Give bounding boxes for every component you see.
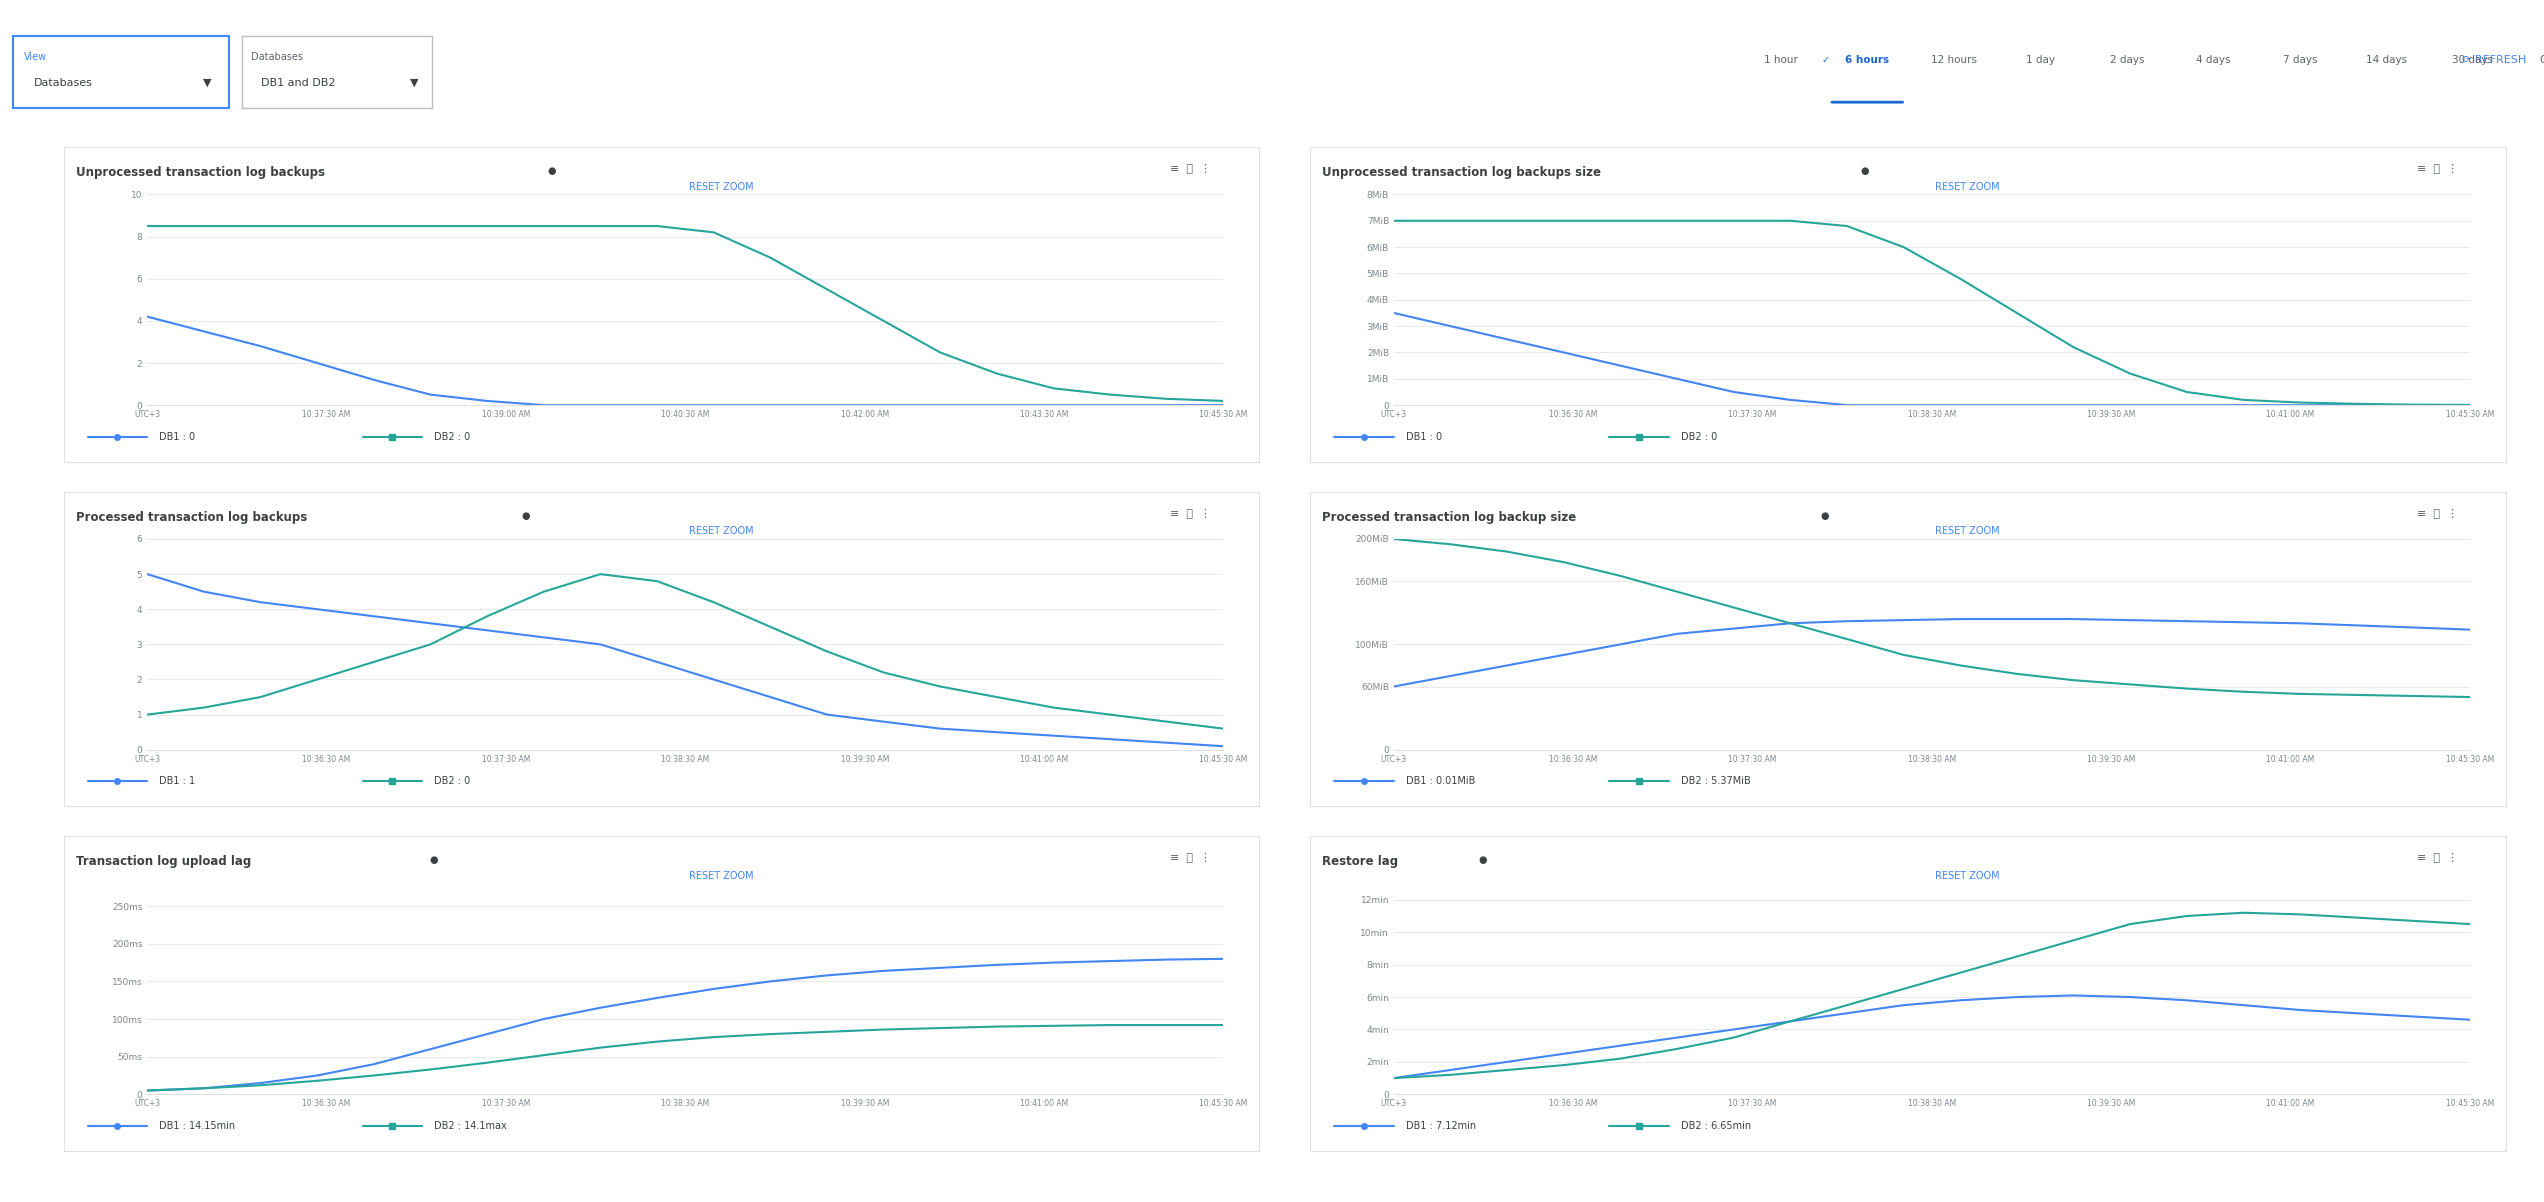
Text: DB2 : 0: DB2 : 0 — [435, 432, 471, 441]
Text: Processed transaction log backups: Processed transaction log backups — [76, 511, 308, 524]
Text: 4 days: 4 days — [2195, 55, 2231, 65]
Text: Unprocessed transaction log backups size: Unprocessed transaction log backups size — [1323, 166, 1600, 179]
Text: ●: ● — [547, 166, 557, 177]
Text: Transaction log upload lag: Transaction log upload lag — [76, 856, 252, 868]
Text: 14 days: 14 days — [2366, 55, 2407, 65]
Text: 2 days: 2 days — [2109, 55, 2145, 65]
Text: RESET ZOOM: RESET ZOOM — [689, 182, 753, 192]
Text: DB2 : 5.37MiB: DB2 : 5.37MiB — [1682, 776, 1750, 786]
Text: ▼: ▼ — [410, 78, 417, 88]
Text: DB2 : 0: DB2 : 0 — [1682, 432, 1717, 441]
Text: ▼: ▼ — [204, 78, 211, 88]
Text: DB1 : 14.15min: DB1 : 14.15min — [160, 1120, 237, 1131]
Text: RESET ZOOM: RESET ZOOM — [1936, 182, 2000, 192]
Text: 30 days: 30 days — [2452, 55, 2493, 65]
Text: ≡  ⤴  ⋮: ≡ ⤴ ⋮ — [1170, 852, 1211, 862]
Text: Processed transaction log backup size: Processed transaction log backup size — [1323, 511, 1577, 524]
Text: DB1 : 7.12min: DB1 : 7.12min — [1407, 1120, 1476, 1131]
Text: ⟳ REFRESH: ⟳ REFRESH — [2463, 55, 2526, 65]
Text: ≡  ⤴  ⋮: ≡ ⤴ ⋮ — [2417, 507, 2458, 518]
Text: RESET ZOOM: RESET ZOOM — [689, 526, 753, 536]
Text: DB2 : 6.65min: DB2 : 6.65min — [1682, 1120, 1750, 1131]
Text: Unprocessed transaction log backups: Unprocessed transaction log backups — [76, 166, 326, 179]
Text: DB1 : 1: DB1 : 1 — [160, 776, 196, 786]
Text: DB1 : 0.01MiB: DB1 : 0.01MiB — [1407, 776, 1476, 786]
Text: RESET ZOOM: RESET ZOOM — [1936, 871, 2000, 881]
Text: 12 hours: 12 hours — [1931, 55, 1977, 65]
Text: ✓: ✓ — [1822, 55, 1829, 65]
Text: Databases: Databases — [252, 52, 303, 63]
Text: RESET ZOOM: RESET ZOOM — [1936, 526, 2000, 536]
Text: DB2 : 0: DB2 : 0 — [435, 776, 471, 786]
Text: Custom: Custom — [2539, 55, 2544, 65]
Text: ●: ● — [1860, 166, 1870, 177]
Text: Databases: Databases — [36, 78, 94, 88]
Text: View: View — [23, 52, 46, 63]
Text: DB1 : 0: DB1 : 0 — [160, 432, 196, 441]
Text: ≡  ⤴  ⋮: ≡ ⤴ ⋮ — [1170, 507, 1211, 518]
Text: Restore lag: Restore lag — [1323, 856, 1399, 868]
Text: Jun 4, 2024, 10:42:25AM
DB1  7.12min
DB2  7.12min: Jun 4, 2024, 10:42:25AM DB1 7.12min DB2 … — [2050, 1010, 2155, 1040]
Text: 1 hour: 1 hour — [1763, 55, 1799, 65]
Text: ●: ● — [1822, 511, 1829, 520]
Text: ≡  ⤴  ⋮: ≡ ⤴ ⋮ — [2417, 852, 2458, 862]
Text: DB1 : 0: DB1 : 0 — [1407, 432, 1442, 441]
Text: ●: ● — [1478, 856, 1488, 865]
Text: DB1 and DB2: DB1 and DB2 — [262, 78, 336, 88]
Text: ●: ● — [430, 856, 438, 865]
Text: 1 day: 1 day — [2025, 55, 2056, 65]
Text: ≡  ⤴  ⋮: ≡ ⤴ ⋮ — [2417, 163, 2458, 173]
Text: ●: ● — [522, 511, 529, 520]
Text: ≡  ⤴  ⋮: ≡ ⤴ ⋮ — [1170, 163, 1211, 173]
Text: DB2 : 14.1max: DB2 : 14.1max — [435, 1120, 506, 1131]
Text: 7 days: 7 days — [2282, 55, 2318, 65]
Text: 6 hours: 6 hours — [1844, 55, 1890, 65]
Text: RESET ZOOM: RESET ZOOM — [689, 871, 753, 881]
